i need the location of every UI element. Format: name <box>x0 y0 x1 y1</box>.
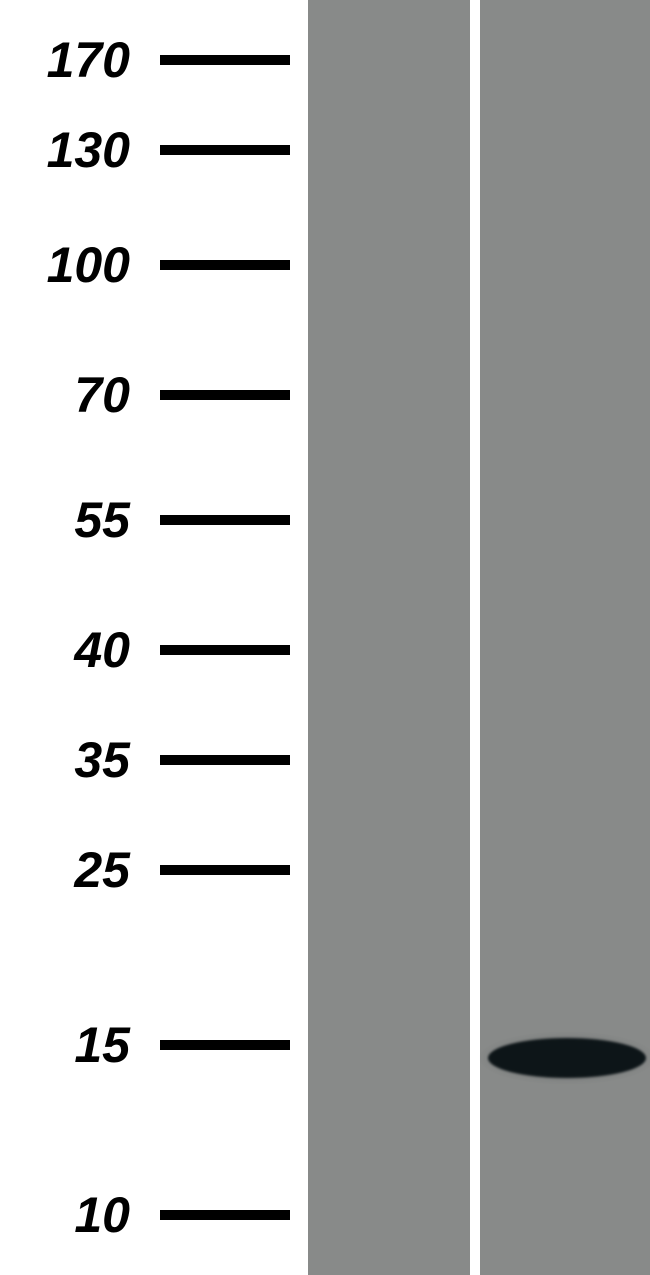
lane-divider <box>470 0 480 1275</box>
ladder-tick-15 <box>160 1040 290 1050</box>
ladder-tick-35 <box>160 755 290 765</box>
ladder-label-10: 10 <box>0 1190 130 1240</box>
ladder-label-25: 25 <box>0 845 130 895</box>
ladder-label-70: 70 <box>0 370 130 420</box>
ladder-label-100: 100 <box>0 240 130 290</box>
ladder-tick-130 <box>160 145 290 155</box>
ladder-tick-25 <box>160 865 290 875</box>
ladder-tick-55 <box>160 515 290 525</box>
ladder-tick-170 <box>160 55 290 65</box>
ladder-label-170: 170 <box>0 35 130 85</box>
band-lane2 <box>488 1038 646 1078</box>
ladder-label-40: 40 <box>0 625 130 675</box>
ladder-tick-100 <box>160 260 290 270</box>
ladder-tick-10 <box>160 1210 290 1220</box>
ladder-label-130: 130 <box>0 125 130 175</box>
ladder-label-35: 35 <box>0 735 130 785</box>
ladder-label-15: 15 <box>0 1020 130 1070</box>
western-blot-figure: 170 130 100 70 55 40 35 25 15 10 <box>0 0 650 1275</box>
ladder-tick-40 <box>160 645 290 655</box>
ladder-tick-70 <box>160 390 290 400</box>
ladder-label-55: 55 <box>0 495 130 545</box>
